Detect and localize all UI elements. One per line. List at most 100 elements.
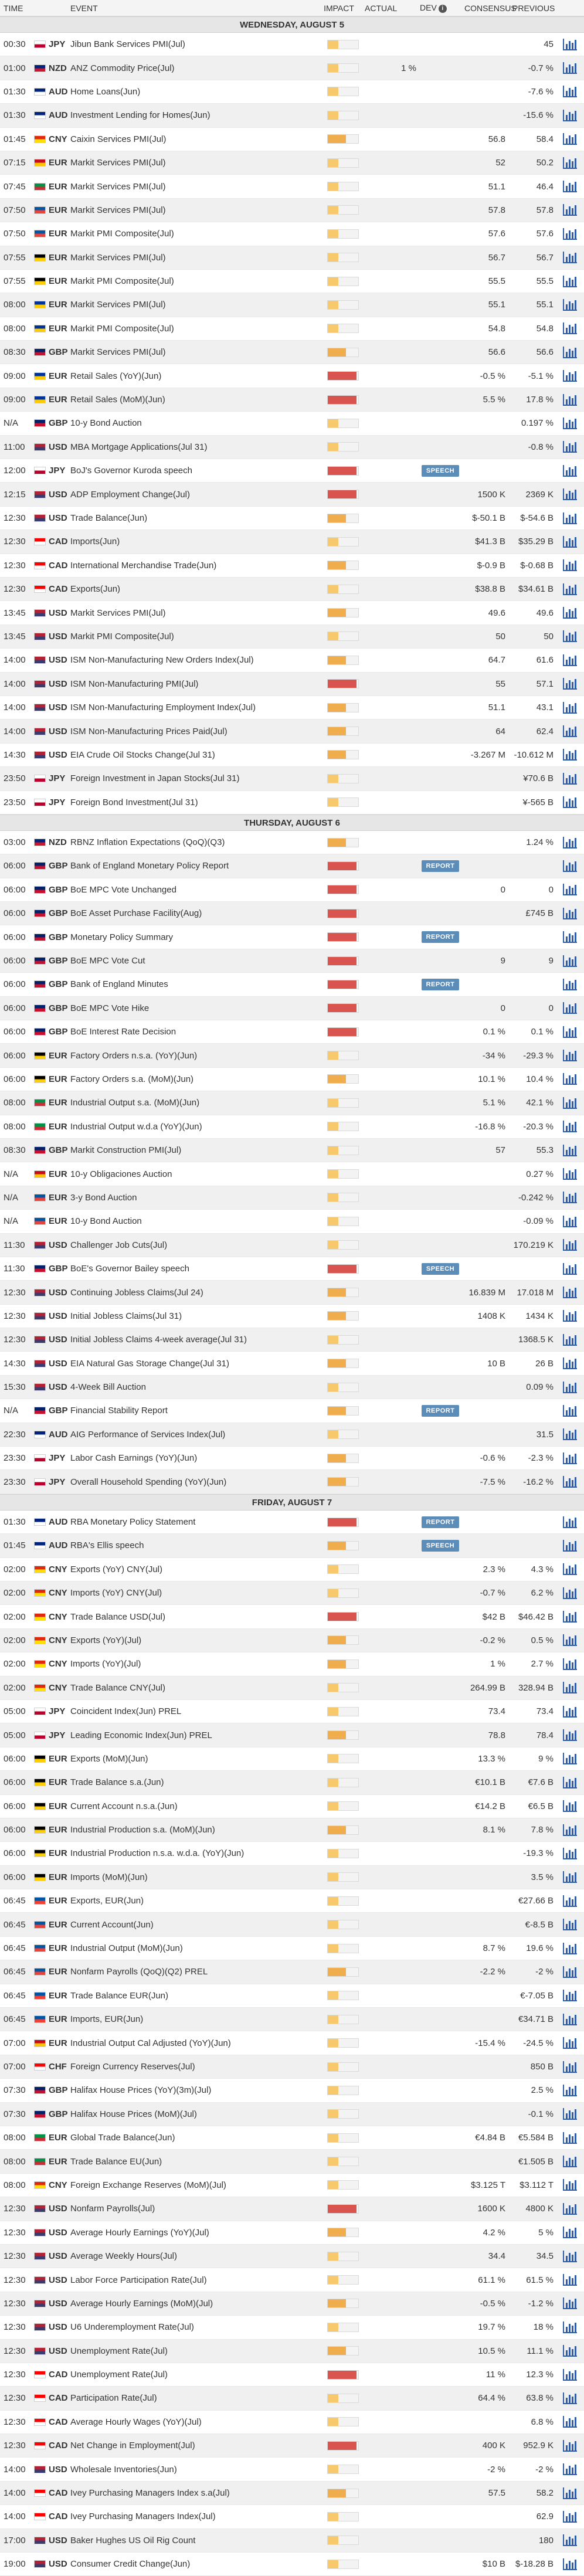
table-row[interactable]: 07:15 EUR Markit Services PMI(Jul) 52 50.2 [0, 151, 584, 175]
chart-button[interactable] [556, 133, 584, 145]
event-name[interactable]: Markit Services PMI(Jul) [70, 181, 166, 192]
table-row[interactable]: 06:00 GBP Bank of England Minutes REPORT [0, 973, 584, 997]
table-row[interactable]: 08:00 EUR Markit PMI Composite(Jul) 54.8 54.… [0, 317, 584, 341]
event-name[interactable]: RBA's Ellis speech [70, 1540, 144, 1551]
chart-button[interactable] [556, 630, 584, 643]
event-name[interactable]: ISM Non-Manufacturing Prices Paid(Jul) [70, 726, 228, 737]
event-name[interactable]: Current Account n.s.a.(Jun) [70, 1801, 178, 1811]
event-name[interactable]: Bank of England Minutes [70, 979, 168, 990]
event-name[interactable]: AIG Performance of Services Index(Jul) [70, 1429, 226, 1440]
event-name[interactable]: EIA Natural Gas Storage Change(Jul 31) [70, 1358, 229, 1369]
event-name[interactable]: ADP Employment Change(Jul) [70, 489, 190, 500]
table-row[interactable]: 06:00 EUR Factory Orders n.s.a. (YoY)(Jun)… [0, 1044, 584, 1068]
table-row[interactable]: 07:30 GBP Halifax House Prices (MoM)(Jul) -… [0, 2102, 584, 2126]
chart-button[interactable] [556, 38, 584, 51]
table-row[interactable]: 08:30 GBP Markit Services PMI(Jul) 56.6 56.6 [0, 341, 584, 365]
event-name[interactable]: Unemployment Rate(Jul) [70, 2370, 168, 2380]
chart-button[interactable] [556, 2487, 584, 2500]
chart-button[interactable] [556, 955, 584, 968]
event-name[interactable]: Exports (YoY) CNY(Jul) [70, 1564, 162, 1574]
table-row[interactable]: 07:00 EUR Industrial Output Cal Adjusted (… [0, 2031, 584, 2055]
event-name[interactable]: Wholesale Inventories(Jun) [70, 2464, 177, 2475]
event-name[interactable]: ISM Non-Manufacturing PMI(Jul) [70, 678, 199, 689]
chart-button[interactable] [556, 583, 584, 596]
event-name[interactable]: 3-y Bond Auction [70, 1192, 137, 1203]
table-row[interactable]: 07:00 CHF Foreign Currency Reserves(Jul) 85… [0, 2055, 584, 2079]
event-name[interactable]: Markit Services PMI(Jul) [70, 347, 166, 358]
table-row[interactable]: 07:30 GBP Halifax House Prices (YoY)(3m)(J… [0, 2079, 584, 2103]
table-row[interactable]: 12:30 USD Initial Jobless Claims(Jul 31) 14… [0, 1305, 584, 1329]
table-row[interactable]: N/A EUR 3-y Bond Auction -0.242 % [0, 1186, 584, 1210]
chart-button[interactable] [556, 1073, 584, 1085]
event-name[interactable]: Imports, EUR(Jun) [70, 2014, 144, 2025]
table-row[interactable]: 19:00 USD Consumer Credit Change(Jun) $10 B… [0, 2553, 584, 2576]
chart-button[interactable] [556, 440, 584, 453]
chart-button[interactable] [556, 2155, 584, 2168]
event-name[interactable]: Exports, EUR(Jun) [70, 1896, 144, 1906]
event-name[interactable]: ISM Non-Manufacturing Employment Index(J… [70, 702, 256, 713]
chart-button[interactable] [556, 1191, 584, 1204]
table-row[interactable]: 14:30 USD EIA Crude Oil Stocks Change(Jul … [0, 744, 584, 768]
chart-button[interactable] [556, 2084, 584, 2097]
event-name[interactable]: BoE's Governor Bailey speech [70, 1264, 189, 1274]
table-row[interactable]: 12:30 CAD Exports(Jun) $38.8 B $34.61 B [0, 577, 584, 602]
table-row[interactable]: 12:15 USD ADP Employment Change(Jul) 1500 K… [0, 483, 584, 507]
table-row[interactable]: 14:00 USD Wholesale Inventories(Jun) -2 % -2… [0, 2458, 584, 2482]
table-row[interactable]: 06:45 EUR Trade Balance EUR(Jun) €-7.05 B [0, 1984, 584, 2008]
event-name[interactable]: Coincident Index(Jun) PREL [70, 1706, 182, 1717]
chart-button[interactable] [556, 2368, 584, 2381]
event-name[interactable]: Industrial Output Cal Adjusted (YoY)(Jun… [70, 2038, 231, 2048]
chart-button[interactable] [556, 654, 584, 667]
event-name[interactable]: BoE Asset Purchase Facility(Aug) [70, 908, 202, 919]
event-name[interactable]: Markit Services PMI(Jul) [70, 300, 166, 310]
event-name[interactable]: Participation Rate(Jul) [70, 2393, 157, 2404]
event-name[interactable]: Global Trade Balance(Jun) [70, 2133, 175, 2143]
table-row[interactable]: 06:45 EUR Imports, EUR(Jun) €34.71 B [0, 2008, 584, 2032]
event-name[interactable]: Overall Household Spending (YoY)(Jun) [70, 1477, 227, 1487]
chart-button[interactable] [556, 677, 584, 690]
chart-button[interactable] [556, 2344, 584, 2357]
table-row[interactable]: 12:00 JPY BoJ's Governor Kuroda speech SPEE… [0, 459, 584, 483]
chart-button[interactable] [556, 1428, 584, 1441]
chart-button[interactable] [556, 1309, 584, 1322]
chart-button[interactable] [556, 1357, 584, 1370]
table-row[interactable]: 06:00 GBP Bank of England Monetary Policy … [0, 854, 584, 878]
table-row[interactable]: 06:00 EUR Industrial Production n.s.a. w.d… [0, 1842, 584, 1866]
table-row[interactable]: 01:30 AUD Investment Lending for Homes(Jun… [0, 104, 584, 128]
event-name[interactable]: Home Loans(Jun) [70, 86, 141, 97]
chart-button[interactable] [556, 393, 584, 406]
chart-button[interactable] [556, 369, 584, 382]
event-name[interactable]: Ivey Purchasing Managers Index s.a(Jul) [70, 2488, 230, 2499]
chart-button[interactable] [556, 559, 584, 572]
table-row[interactable]: 06:00 EUR Industrial Production s.a. (MoM)… [0, 1818, 584, 1842]
table-row[interactable]: 02:00 CNY Imports (YoY) CNY(Jul) -0.7 % 6.2 … [0, 1581, 584, 1606]
chart-button[interactable] [556, 1215, 584, 1228]
event-name[interactable]: Baker Hughes US Oil Rig Count [70, 2535, 196, 2546]
table-row[interactable]: 06:45 EUR Industrial Output (MoM)(Jun) 8.7 … [0, 1937, 584, 1961]
chart-button[interactable] [556, 2415, 584, 2428]
chart-button[interactable] [556, 109, 584, 122]
table-row[interactable]: 07:55 EUR Markit Services PMI(Jul) 56.7 56.7 [0, 246, 584, 270]
table-row[interactable]: 12:30 CAD Imports(Jun) $41.3 B $35.29 B [0, 530, 584, 554]
table-row[interactable]: 01:45 CNY Caixin Services PMI(Jul) 56.8 58.4 [0, 128, 584, 151]
table-row[interactable]: 06:00 EUR Imports (MoM)(Jun) 3.5 % [0, 1865, 584, 1890]
table-row[interactable]: 12:30 USD Continuing Jobless Claims(Jul 24… [0, 1281, 584, 1305]
table-row[interactable]: 12:30 USD Labor Force Participation Rate(J… [0, 2268, 584, 2292]
chart-button[interactable] [556, 1475, 584, 1488]
table-row[interactable]: 12:30 USD Average Weekly Hours(Jul) 34.4 34.… [0, 2244, 584, 2269]
event-name[interactable]: Industrial Output s.a. (MoM)(Jun) [70, 1098, 200, 1108]
chart-button[interactable] [556, 2061, 584, 2073]
event-name[interactable]: Markit Services PMI(Jul) [70, 607, 166, 618]
table-row[interactable]: 23:50 JPY Foreign Bond Investment(Jul 31) ¥… [0, 791, 584, 814]
table-row[interactable]: 01:00 NZD ANZ Commodity Price(Jul) 1 % -0.7 … [0, 56, 584, 80]
table-row[interactable]: 12:30 USD Average Hourly Earnings (YoY)(Ju… [0, 2221, 584, 2245]
event-name[interactable]: EIA Crude Oil Stocks Change(Jul 31) [70, 749, 215, 760]
table-row[interactable]: 08:30 GBP Markit Construction PMI(Jul) 57 55… [0, 1138, 584, 1163]
event-name[interactable]: Markit Services PMI(Jul) [70, 158, 166, 168]
chart-button[interactable] [556, 931, 584, 943]
event-name[interactable]: Markit PMI Composite(Jul) [70, 631, 174, 642]
table-row[interactable]: 06:00 EUR Trade Balance s.a.(Jun) €10.1 B €7… [0, 1771, 584, 1795]
table-row[interactable]: 02:00 CNY Exports (YoY) CNY(Jul) 2.3 % 4.3 % [0, 1558, 584, 1581]
table-row[interactable]: 06:45 EUR Nonfarm Payrolls (QoQ)(Q2) PREL -… [0, 1960, 584, 1984]
table-row[interactable]: 06:00 GBP BoE MPC Vote Cut 9 9 [0, 949, 584, 973]
